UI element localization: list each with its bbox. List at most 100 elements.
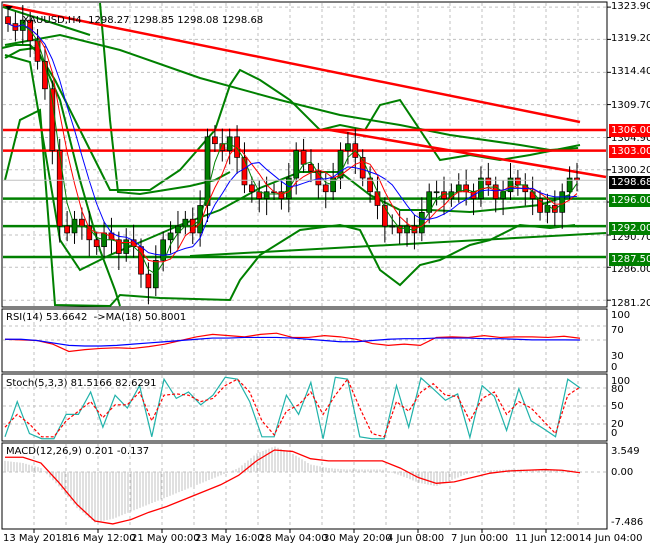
candle-bull <box>345 143 351 151</box>
candle-bull <box>293 150 300 179</box>
time-label: 14 Jun 04:00 <box>579 533 643 544</box>
stoch-tick: 0 <box>611 428 618 439</box>
price-tick: 1286.00 <box>611 264 650 275</box>
candle-bear <box>492 184 499 199</box>
macd-indicator[interactable] <box>4 446 581 525</box>
candle-bear <box>537 198 543 213</box>
price-tick: 1304.90 <box>611 133 650 144</box>
grid <box>3 3 606 528</box>
price-tick: 1290.70 <box>611 232 650 243</box>
time-label: 21 May 00:00 <box>131 533 200 544</box>
candle-bear <box>308 163 314 172</box>
candle-bull <box>204 136 211 206</box>
ohlc-high: 1298.85 <box>132 15 175 26</box>
stoch-d-line <box>4 378 581 438</box>
candle-bull <box>123 239 130 254</box>
stoch-tick: 80 <box>611 384 624 395</box>
stoch-label: Stoch(5,3,3) 81.5166 82.6291 <box>6 378 157 389</box>
candle-bear <box>300 150 307 165</box>
time-label: 4 Jun 08:00 <box>387 533 445 544</box>
candle-bull <box>337 150 344 179</box>
price-tick: 1314.40 <box>611 66 650 77</box>
candle-bear <box>515 177 521 186</box>
macd-tick: 0.00 <box>611 467 634 478</box>
candle-bear <box>485 177 492 186</box>
candle-bull <box>167 232 174 241</box>
candle-bull <box>507 177 514 193</box>
candle-bull <box>263 191 270 199</box>
macd-pane-frame <box>1 442 608 530</box>
candle-bear <box>463 184 470 193</box>
candle-bear <box>79 218 85 227</box>
candle-bull <box>182 218 189 227</box>
time-label: 23 May 16:00 <box>195 533 264 544</box>
candle-bear <box>212 136 218 145</box>
candle-bear <box>322 184 329 193</box>
price-tag-resistance-1303: 1303.00 <box>609 145 650 158</box>
envelope-line <box>1 44 121 307</box>
candle-bull <box>389 225 396 228</box>
price-tick: 1281.20 <box>611 298 650 309</box>
trendline-red-upper <box>2 3 581 124</box>
candle-bull <box>500 191 506 199</box>
rsi-tick: 30 <box>611 351 624 362</box>
main-pane-frame <box>1 1 608 308</box>
candle-bear <box>367 177 373 193</box>
time-label: 7 Jun 00:00 <box>451 533 509 544</box>
candle-bear <box>241 157 248 186</box>
price-tag-support-1296: 1296.00 <box>609 194 650 207</box>
candle-bear <box>278 191 285 199</box>
stoch-indicator[interactable] <box>4 376 581 440</box>
stoch-tick: 20 <box>611 419 624 430</box>
price-tick: 1323.90 <box>611 1 650 12</box>
rsi-tick: 0 <box>611 362 618 373</box>
rsi-line <box>4 332 581 353</box>
price-tag-resistance-1306: 1306.00 <box>609 124 650 137</box>
candle-bull <box>160 239 167 261</box>
moving-average-8 <box>7 23 578 256</box>
macd-label: MACD(12,26,9) 0.201 -0.137 <box>6 446 150 457</box>
chart-header: XAUUSD,H4 1298.27 1298.85 1298.08 1298.6… <box>16 3 263 27</box>
rsi-tick: 100 <box>611 310 631 321</box>
trendline-green-top <box>2 6 91 36</box>
candle-bear <box>529 191 536 199</box>
candle-bear <box>5 16 11 24</box>
envelope-line <box>99 2 231 196</box>
symbol-menu-triangle-icon[interactable] <box>5 6 13 10</box>
time-label: 13 May 2018 <box>3 533 69 544</box>
candle-bear <box>56 150 63 227</box>
candle-bear <box>359 157 366 179</box>
price-tick: 1300.20 <box>611 165 650 176</box>
macd-signal-line <box>5 449 581 525</box>
candle-bear <box>249 184 255 193</box>
stoch-tick: 50 <box>611 401 624 412</box>
trendline-green-support <box>189 232 607 257</box>
candle-bear <box>86 225 93 241</box>
price-tick: 1309.70 <box>611 100 650 111</box>
rsi-indicator[interactable] <box>4 332 581 353</box>
trendline-red-lower <box>329 128 607 179</box>
price-tag-support-1292: 1292.00 <box>609 222 650 235</box>
candle-bear <box>93 239 100 248</box>
candle-bull <box>404 225 410 234</box>
ohlc-close: 1298.68 <box>221 15 264 26</box>
candle-bear <box>34 40 41 62</box>
candle-bear <box>64 225 70 234</box>
bollinger-lower <box>4 108 576 308</box>
macd-tick: -7.486 <box>611 517 644 528</box>
symbol-timeframe[interactable]: XAUUSD,H4 <box>22 15 82 26</box>
price-chart[interactable] <box>1 2 607 308</box>
rsi-pane-frame <box>1 308 608 373</box>
rsi-tick: 70 <box>611 325 624 336</box>
candle-bear <box>115 239 122 254</box>
price-tag-support-1287.5: 1287.50 <box>609 253 650 266</box>
macd-tick: 3.549 <box>611 446 640 457</box>
candle-bear <box>396 225 403 234</box>
candle-bear <box>374 191 381 206</box>
rsi-label: RSI(14) 53.6642 ->MA(18) 50.8001 <box>6 312 187 323</box>
bollinger-upper <box>4 46 581 191</box>
candle-bear <box>382 205 388 227</box>
moving-average-5 <box>7 23 578 263</box>
stoch-k-line <box>4 376 581 440</box>
